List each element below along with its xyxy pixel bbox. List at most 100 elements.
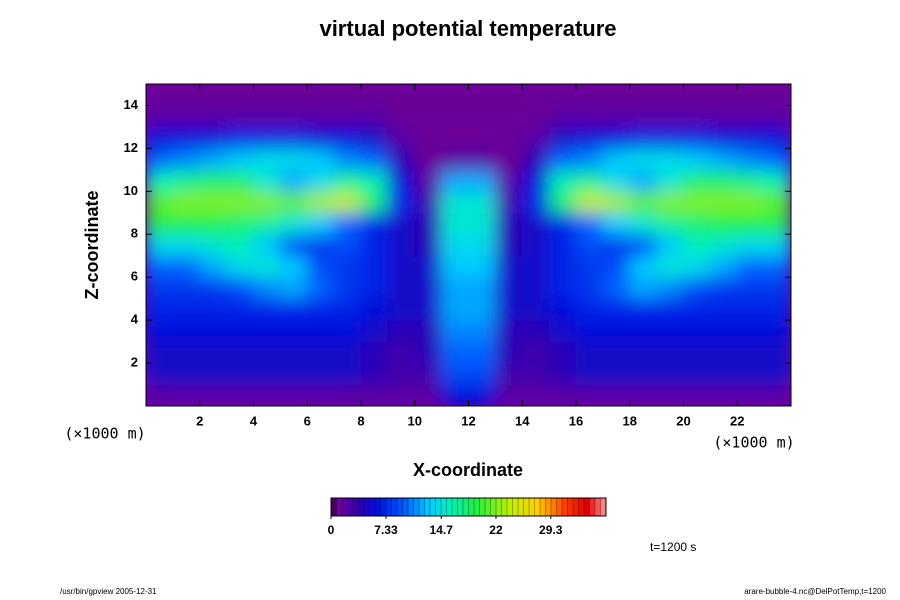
cell [226, 298, 254, 321]
colorbar-swatch [534, 497, 541, 517]
cell [494, 126, 523, 149]
cell [629, 147, 658, 171]
cell [253, 126, 281, 149]
cell [279, 276, 308, 300]
cell [172, 212, 201, 235]
cell [279, 319, 308, 343]
x-tick-label: 10 [408, 413, 422, 428]
cell [360, 190, 389, 214]
cell [279, 233, 308, 257]
cell [656, 362, 684, 386]
cell [763, 169, 791, 192]
cell [683, 362, 711, 386]
colorbar-swatch [539, 497, 546, 517]
cell [683, 298, 711, 321]
cell [763, 104, 791, 128]
cell [656, 276, 684, 300]
cell [736, 169, 765, 192]
cell [279, 169, 308, 192]
colorbar-tick-label: 14.7 [430, 523, 454, 537]
cell [709, 298, 738, 321]
x-tick-label: 12 [461, 413, 475, 428]
cell [253, 384, 281, 406]
cell [602, 384, 631, 406]
cell [306, 126, 335, 149]
cell [521, 276, 550, 300]
cell [763, 233, 791, 257]
cell [306, 255, 335, 278]
cell [441, 384, 469, 406]
cell [172, 84, 201, 106]
cell [521, 147, 550, 171]
colorbar-swatch [440, 497, 447, 517]
cell [199, 169, 228, 192]
cell [468, 362, 496, 386]
cell [333, 147, 362, 171]
cell [709, 84, 738, 106]
cell [494, 362, 523, 386]
cell [172, 298, 201, 321]
colorbar-swatch [517, 497, 524, 517]
cell [172, 233, 201, 257]
cell [736, 104, 765, 128]
cell [333, 233, 362, 257]
cell [521, 126, 550, 149]
colorbar-swatch [429, 497, 436, 517]
cell [253, 212, 281, 235]
cell [468, 147, 496, 171]
y-tick-label: 10 [124, 183, 138, 198]
colorbar-frame [330, 497, 607, 517]
cell [548, 233, 577, 257]
cell [146, 84, 174, 106]
cell [683, 169, 711, 192]
cell [656, 319, 684, 343]
cell [306, 298, 335, 321]
cell [494, 147, 523, 171]
cell [441, 126, 469, 149]
cell [763, 384, 791, 406]
cell [468, 255, 496, 278]
cell [253, 147, 281, 171]
cell [575, 319, 604, 343]
cell [199, 212, 228, 235]
cell [441, 233, 469, 257]
cell [279, 190, 308, 214]
colorbar-swatch [457, 497, 464, 517]
cell [360, 104, 389, 128]
cell [414, 341, 443, 364]
cell [306, 190, 335, 214]
cell [360, 84, 389, 106]
cell [683, 276, 711, 300]
cell [656, 341, 684, 364]
cell [763, 126, 791, 149]
x-unit: (×1000 m) [713, 434, 794, 452]
cell [146, 190, 174, 214]
cell [253, 362, 281, 386]
cells [146, 84, 791, 406]
cell [333, 298, 362, 321]
cell [521, 84, 550, 106]
cell [683, 255, 711, 278]
cell [683, 147, 711, 171]
colorbar-tick-label: 7.33 [374, 523, 398, 537]
cell [468, 341, 496, 364]
cell [253, 233, 281, 257]
cell [414, 84, 443, 106]
colorbar-swatch [446, 497, 453, 517]
cell [253, 341, 281, 364]
cell [387, 298, 416, 321]
cell [146, 319, 174, 343]
cell [253, 190, 281, 214]
cell [521, 104, 550, 128]
cell [575, 147, 604, 171]
cell [146, 169, 174, 192]
cell [360, 362, 389, 386]
cell [602, 190, 631, 214]
cell [387, 341, 416, 364]
cell [360, 233, 389, 257]
cell [763, 298, 791, 321]
x-tick-label: 6 [304, 413, 311, 428]
cell [763, 212, 791, 235]
cell [279, 126, 308, 149]
cell [172, 190, 201, 214]
